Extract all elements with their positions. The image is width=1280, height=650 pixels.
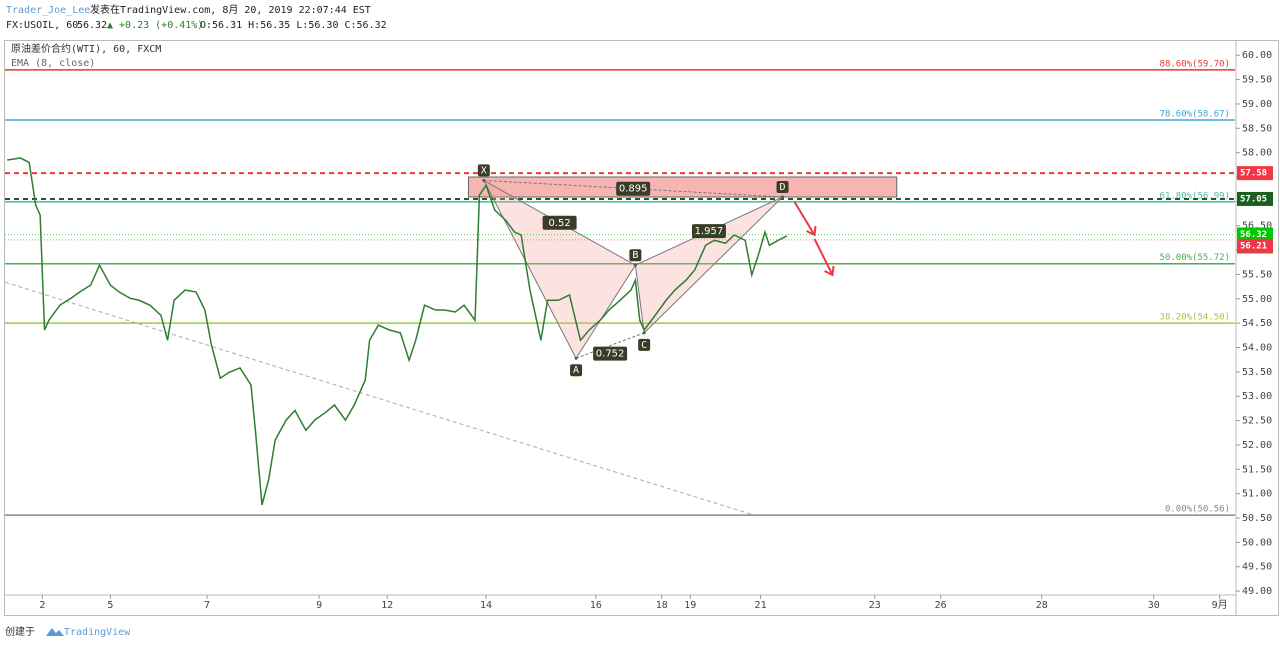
footer-brand[interactable]: TradingView (64, 627, 131, 638)
ohlc: O:56.31 H:56.35 L:56.30 C:56.32 (200, 20, 387, 31)
y-tick-label: 56.50 (1242, 221, 1272, 232)
pattern-point (642, 331, 646, 335)
x-tick-label: 16 (590, 600, 602, 611)
point-box (776, 180, 789, 193)
resistance-zone (467, 176, 898, 198)
x-tick-label: 18 (656, 600, 668, 611)
price-badge-label: 57.05 (1240, 194, 1267, 204)
y-tick-label: 54.50 (1242, 318, 1272, 329)
price-badge (1237, 191, 1273, 206)
fib-label: 61.80%(56.99) (1160, 191, 1230, 201)
y-tick-label: 49.00 (1242, 586, 1272, 597)
fib-label: 88.60%(59.70) (1160, 59, 1230, 69)
y-tick-label: 52.00 (1242, 440, 1272, 451)
y-tick-label: 60.00 (1242, 50, 1272, 61)
price-badge-label: 56.21 (1240, 241, 1267, 251)
y-tick-label: 58.00 (1242, 148, 1272, 159)
price-badge (1237, 238, 1273, 253)
fib-label: 0.00%(50.56) (1165, 505, 1230, 515)
pattern-point (482, 178, 486, 182)
ratio-label: 1.957 (695, 226, 724, 237)
fib-label: 38.20%(54.50) (1160, 313, 1230, 323)
pattern-fill (483, 180, 636, 359)
fib-label: 50.00%(55.72) (1160, 253, 1230, 263)
published: 发表在TradingView.com, 8月 20, 2019 22:07:44… (90, 3, 371, 16)
pattern-leg (575, 332, 645, 359)
ratio-box (691, 224, 726, 239)
y-tick-label: 55.50 (1242, 269, 1272, 280)
legend-indicator: EMA (8, close) (11, 58, 95, 69)
price-badge (1237, 227, 1273, 242)
y-tick-label: 54.00 (1242, 343, 1272, 354)
pattern-fill (635, 196, 783, 333)
x-tick-label: 23 (869, 600, 881, 611)
point-box (629, 249, 642, 262)
x-tick-label: 30 (1148, 600, 1160, 611)
change: ▲ +0.23 (+0.41%) (107, 20, 203, 31)
legend-title: 原油差价合约(WTI), 60, FXCM (11, 42, 161, 55)
y-tick-label: 51.00 (1242, 489, 1272, 500)
x-tick-label: 7 (204, 600, 210, 611)
point-label: C (641, 340, 647, 351)
ratio-label: 0.52 (548, 218, 570, 229)
x-tick-label: 21 (755, 600, 767, 611)
x-tick-label: 26 (935, 600, 947, 611)
x-tick-label: 19 (684, 600, 696, 611)
ratio-label: 0.895 (619, 184, 648, 195)
y-tick-label: 51.50 (1242, 464, 1272, 475)
x-tick-label: 5 (107, 600, 113, 611)
y-tick-label: 53.00 (1242, 391, 1272, 402)
ratio-box (542, 215, 577, 230)
y-tick-label: 59.50 (1242, 75, 1272, 86)
x-tick-label: 28 (1036, 600, 1048, 611)
pattern-point (633, 263, 637, 267)
x-tick-label: 14 (480, 600, 492, 611)
x-tick-label: 2 (39, 600, 45, 611)
x-tick-label: 9月 (1212, 599, 1228, 611)
y-tick-label: 50.00 (1242, 537, 1272, 548)
point-label: D (780, 182, 786, 193)
pattern-point (781, 195, 785, 199)
author[interactable]: Trader_Joe_Lee (6, 5, 90, 16)
fib-label: 78.60%(58.67) (1160, 110, 1230, 120)
forecast-arrow (793, 201, 835, 277)
pattern-leg (483, 180, 577, 359)
pattern-leg (643, 196, 783, 334)
pattern-leg (575, 264, 636, 359)
symbol: FX:USOIL, 60 (6, 20, 78, 31)
x-tick-label: 12 (381, 600, 393, 611)
ratio-box (616, 181, 651, 196)
y-tick-label: 53.50 (1242, 367, 1272, 378)
price-badge (1237, 166, 1273, 181)
price-badge-label: 57.58 (1240, 169, 1267, 179)
y-tick-label: 50.50 (1242, 513, 1272, 524)
y-tick-label: 59.00 (1242, 99, 1272, 110)
price: 56.32 (77, 20, 107, 31)
point-box (638, 338, 651, 351)
x-tick-label: 9 (316, 600, 322, 611)
price-line (7, 157, 788, 506)
pattern-point (574, 356, 578, 360)
trend-line (4, 281, 755, 516)
y-tick-label: 52.50 (1242, 416, 1272, 427)
ratio-box (593, 346, 628, 361)
pattern-leg (634, 265, 645, 333)
point-label: X (481, 165, 487, 176)
point-box (477, 164, 490, 177)
frame (4, 40, 1279, 616)
y-tick-label: 55.00 (1242, 294, 1272, 305)
footer-logo (46, 628, 64, 636)
point-box (570, 364, 583, 377)
y-tick-label: 49.50 (1242, 562, 1272, 573)
price-badge-label: 56.32 (1240, 230, 1267, 240)
point-label: A (573, 365, 579, 376)
footer-created: 创建于 (5, 625, 35, 638)
point-label: B (632, 250, 638, 261)
ratio-label: 0.752 (596, 349, 625, 360)
y-tick-label: 58.50 (1242, 123, 1272, 134)
